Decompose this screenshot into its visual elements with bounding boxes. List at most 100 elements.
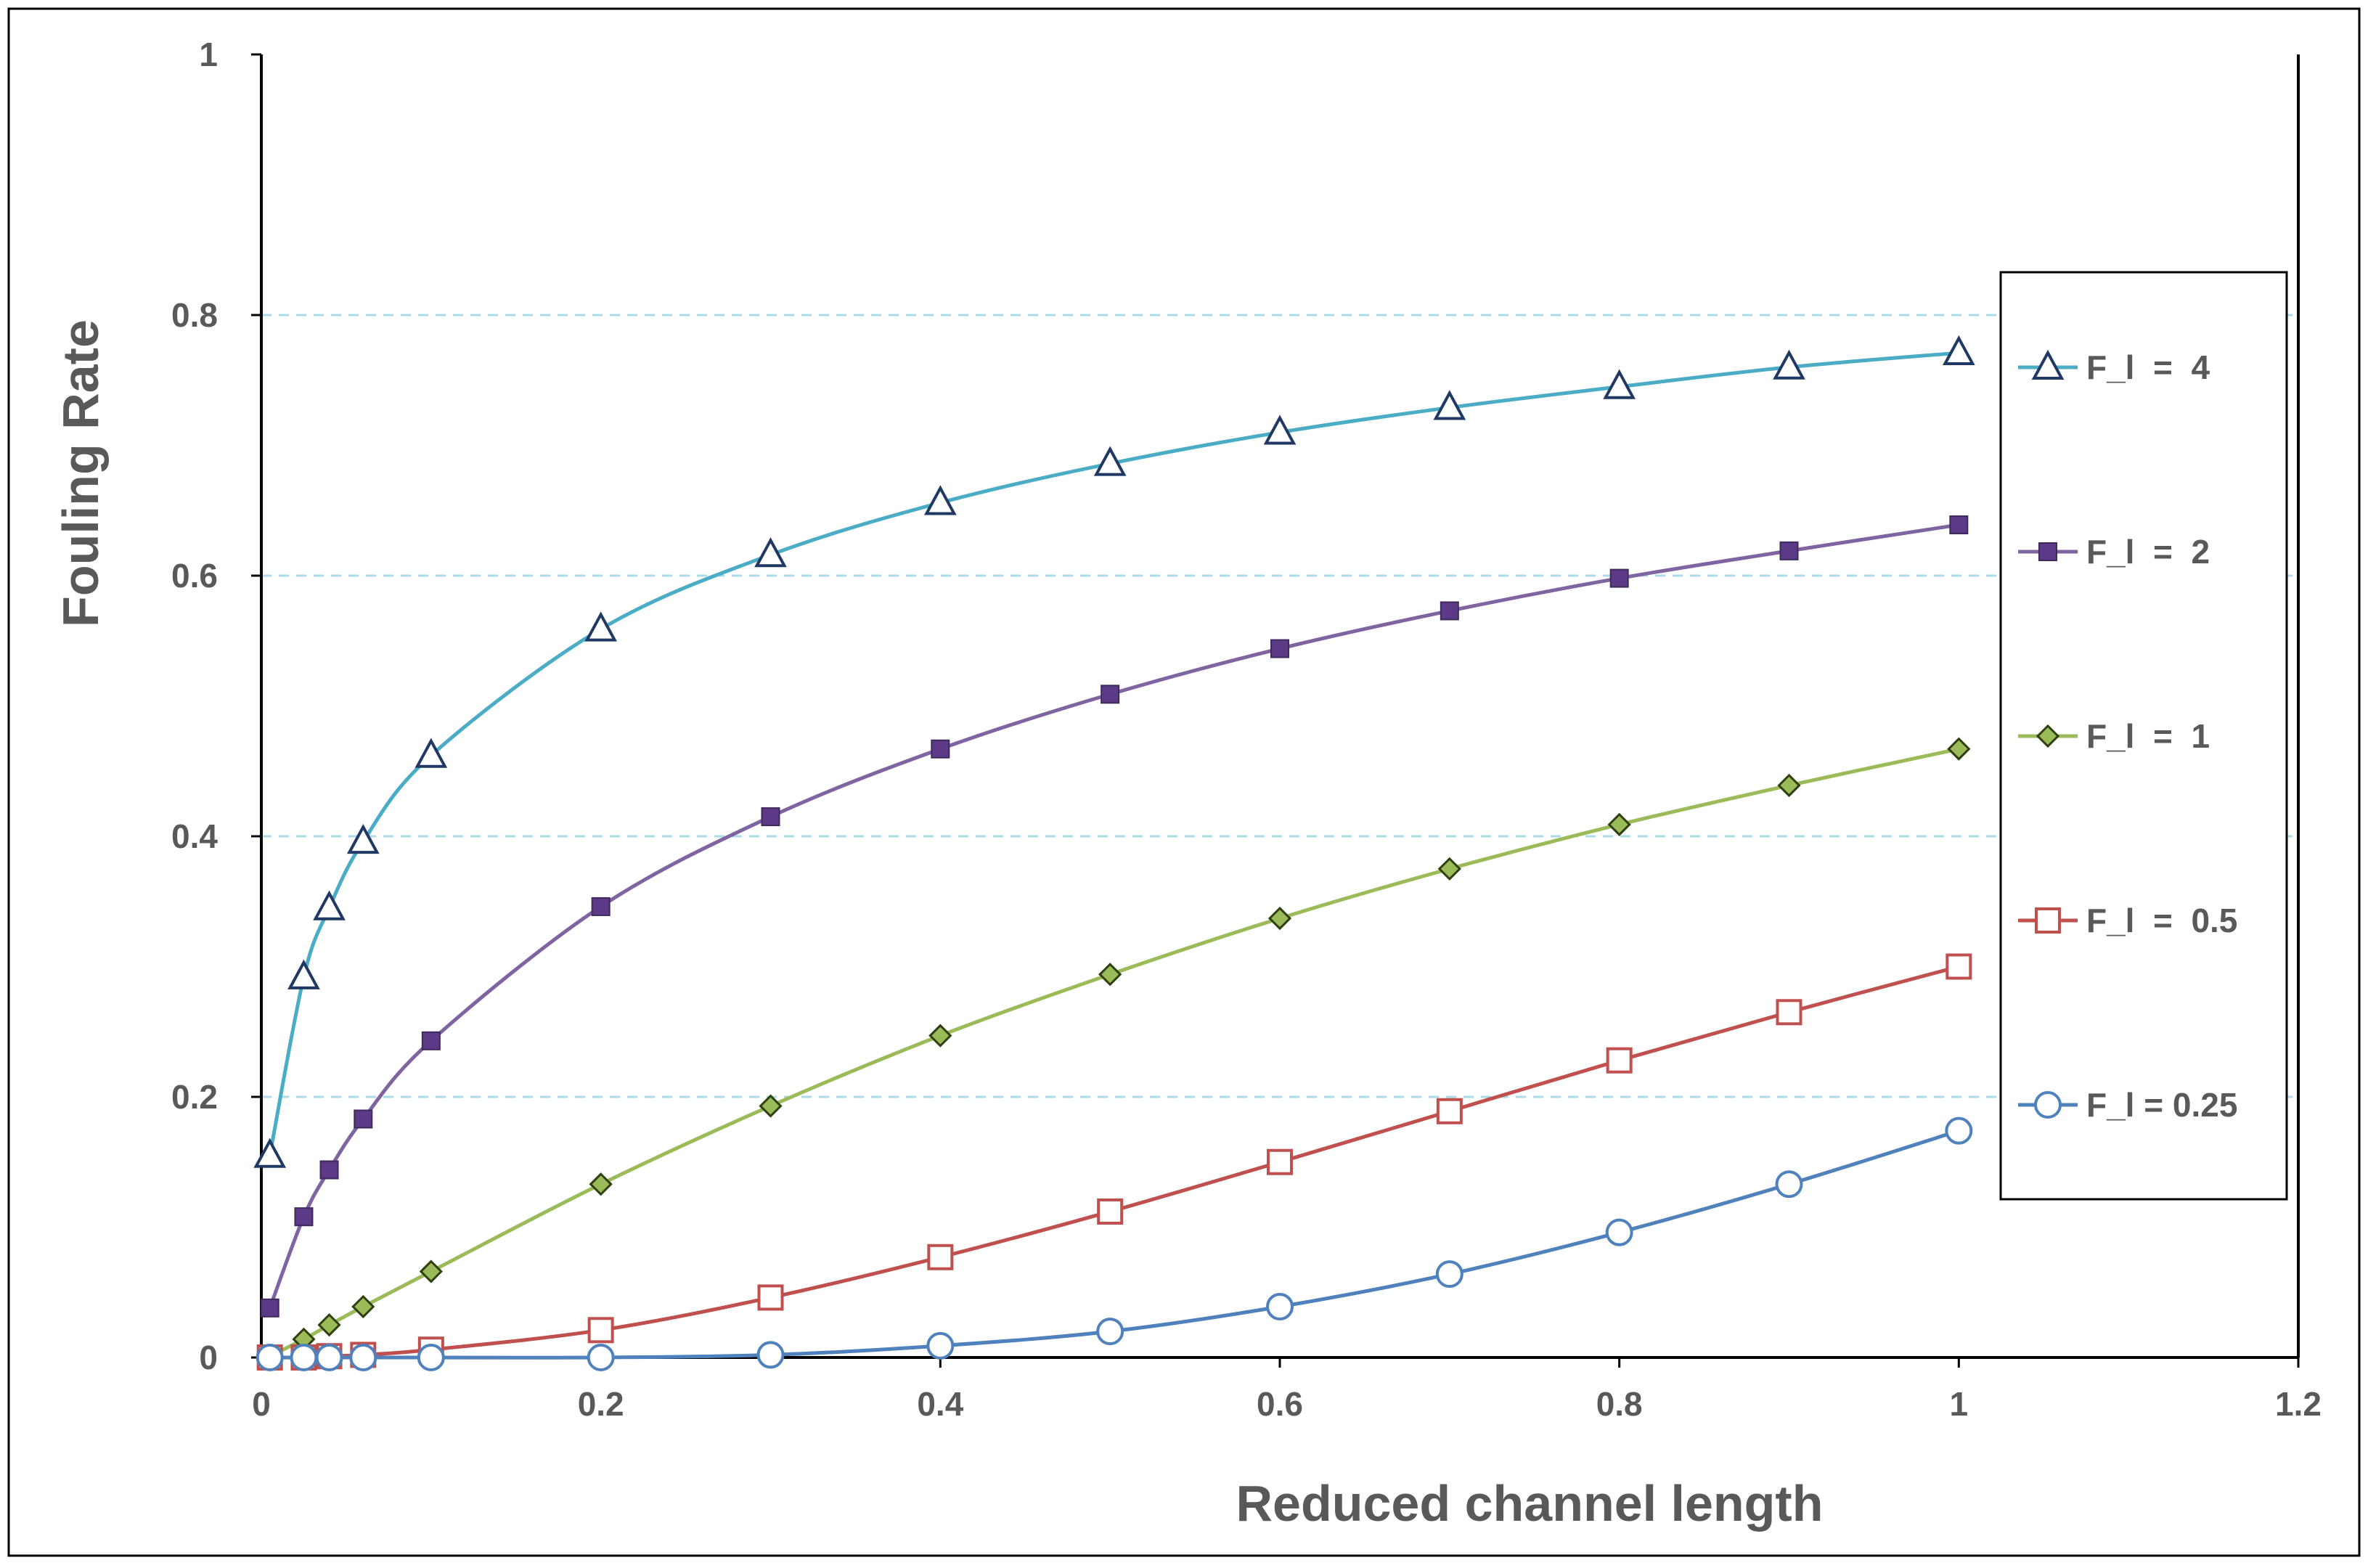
data-point (1098, 963, 1122, 987)
data-point (1096, 1318, 1124, 1346)
data-point (290, 1344, 318, 1371)
data-point (589, 1172, 613, 1196)
legend: F_l = 4 F_l = 2 F_l = 1 F_l = 0.5 F_l = 0.25 (1999, 271, 2288, 1201)
y-tick-label: 0.6 (171, 557, 218, 595)
legend-label: F_l = 0.25 (2086, 1086, 2237, 1124)
data-point (1776, 999, 1802, 1026)
legend-entry: F_l = 4 (2018, 348, 2210, 386)
data-point (587, 1317, 614, 1344)
data-point (1606, 1047, 1633, 1074)
x-axis-title: Reduced channel length (1236, 1475, 1824, 1532)
legend-entry: F_l = 2 (2018, 533, 2210, 571)
data-point (417, 1344, 445, 1371)
series-5 (256, 1116, 1973, 1371)
data-point (351, 1294, 375, 1319)
data-point (1440, 601, 1459, 621)
data-point (1946, 953, 1972, 980)
data-point (319, 1160, 339, 1180)
x-tick-label: 1.2 (2275, 1385, 2322, 1423)
data-point (1945, 1116, 1973, 1145)
data-point (757, 1284, 784, 1311)
data-point (253, 1138, 287, 1168)
data-point (287, 959, 320, 989)
data-point (1777, 773, 1801, 798)
data-point (927, 1244, 954, 1270)
data-point (1435, 1260, 1463, 1289)
data-point (1947, 737, 1971, 761)
legend-marker (2034, 1091, 2062, 1119)
data-point (591, 897, 611, 916)
data-point (761, 807, 780, 827)
legend-label: F_l = 1 (2086, 717, 2210, 755)
data-point (1267, 1148, 1293, 1175)
data-point (346, 823, 380, 854)
series-1 (253, 335, 1975, 1168)
x-tick-label: 0.8 (1596, 1385, 1643, 1423)
data-point (923, 485, 957, 515)
legend-label: F_l = 2 (2086, 533, 2210, 571)
series-3 (258, 737, 1971, 1368)
data-point (1607, 812, 1631, 836)
data-point (1605, 1218, 1633, 1246)
series-group (253, 335, 1975, 1371)
data-point (294, 1207, 314, 1227)
legend-entry: F_l = 0.5 (2018, 902, 2237, 939)
data-point (1093, 446, 1127, 476)
data-point (1609, 568, 1629, 588)
data-point (313, 890, 346, 920)
data-point (1775, 1170, 1803, 1199)
data-point (931, 739, 950, 759)
legend-label: F_l = 0.5 (2086, 902, 2237, 939)
y-tick-label: 0.2 (171, 1078, 218, 1116)
tick-labels: 0 0.2 0.4 0.6 0.8 1 1.2 0 0.2 0.4 0.6 0.8 1 (171, 36, 2322, 1423)
data-point (756, 1341, 785, 1369)
data-point (349, 1344, 377, 1371)
y-tick-label: 1 (199, 36, 218, 73)
y-axis-title: Fouling Rate (52, 319, 109, 627)
data-point (1436, 1098, 1463, 1124)
data-point (584, 611, 618, 642)
data-point (354, 1109, 373, 1129)
legend-entry: F_l = 0.25 (2018, 1086, 2237, 1124)
data-point (1270, 639, 1289, 658)
y-tick-label: 0.4 (171, 817, 218, 855)
data-point (759, 1094, 783, 1118)
legend-marker (2035, 907, 2061, 934)
legend-label: F_l = 4 (2086, 348, 2210, 386)
data-point (1433, 390, 1466, 420)
data-point (928, 1024, 952, 1048)
data-point (587, 1344, 615, 1371)
x-tick-label: 1 (1950, 1385, 1969, 1423)
legend-marker (2036, 724, 2060, 748)
data-point (260, 1298, 279, 1318)
data-point (1942, 335, 1975, 366)
data-point (1097, 1198, 1124, 1225)
outer-frame (7, 7, 2361, 1557)
data-point (419, 1259, 443, 1283)
data-point (317, 1313, 341, 1337)
data-point (1437, 857, 1461, 881)
legend-marker (2031, 349, 2065, 380)
data-point (415, 738, 448, 768)
data-point (256, 1344, 284, 1371)
y-tick-label: 0.8 (171, 296, 218, 334)
data-point (754, 537, 787, 568)
legend-entry: F_l = 1 (2018, 717, 2210, 755)
data-point (1949, 515, 1969, 534)
gridlines (261, 314, 2298, 1098)
x-tick-label: 0.4 (917, 1385, 963, 1423)
series-2 (260, 515, 1969, 1318)
data-point (1779, 541, 1799, 560)
data-point (1263, 415, 1297, 445)
data-point (1267, 906, 1292, 931)
x-tick-label: 0.2 (578, 1385, 624, 1423)
x-tick-label: 0.6 (1257, 1385, 1303, 1423)
data-point (421, 1031, 441, 1050)
data-point (315, 1344, 343, 1371)
y-tick-label: 0 (199, 1339, 218, 1376)
data-point (1773, 349, 1805, 380)
x-tick-label: 0 (252, 1385, 271, 1423)
data-point (926, 1331, 955, 1360)
